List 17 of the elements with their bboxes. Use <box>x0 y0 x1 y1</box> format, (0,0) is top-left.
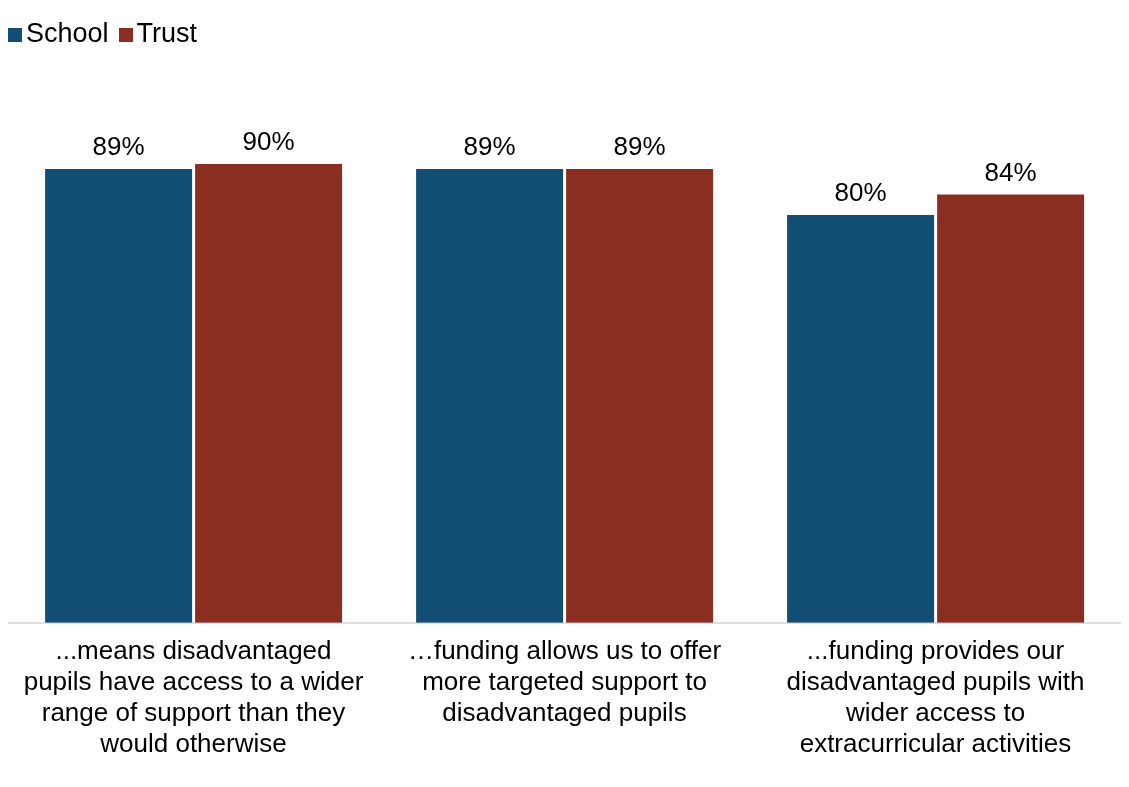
bar <box>45 169 193 623</box>
bar <box>416 169 564 623</box>
data-label: 89% <box>92 131 145 162</box>
bar <box>566 169 714 623</box>
data-label: 90% <box>242 126 295 156</box>
data-label: 80% <box>834 177 887 207</box>
legend-label: Trust <box>136 18 198 48</box>
data-label: 89% <box>613 131 666 162</box>
bar <box>195 164 343 623</box>
bar <box>937 194 1085 623</box>
x-tick-label: …funding allows us to offer more targeted support to disadvantaged pupils <box>406 635 723 728</box>
x-tick-label: ...funding provides our disadvantaged pupils with wider access to extracurricular activities <box>785 635 1086 759</box>
data-label: 89% <box>463 131 516 162</box>
bar <box>787 215 935 623</box>
data-label: 84% <box>984 156 1037 187</box>
legend-label: School <box>26 18 109 48</box>
x-tick-label: ...means disadvantaged pupils have access to a wider range of support than they would otherwise <box>22 635 365 759</box>
